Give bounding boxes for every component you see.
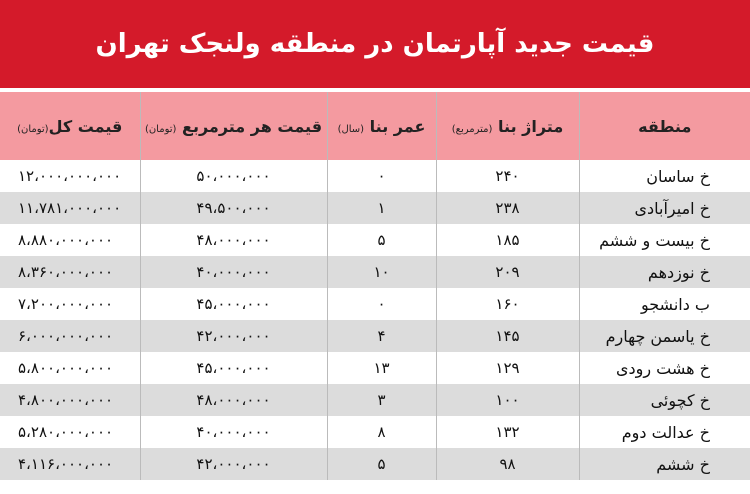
table-row: خ نوزدهم ۲۰۹ ۱۰ ۴۰،۰۰۰،۰۰۰ ۸،۳۶۰،۰۰۰،۰۰۰ xyxy=(0,256,750,288)
header-region: منطقه xyxy=(578,92,750,160)
region-cell: خ یاسمن چهارم xyxy=(578,320,750,352)
total-price-cell: ۵،۸۰۰،۰۰۰،۰۰۰ xyxy=(0,352,140,384)
price-per-m2-cell: ۴۰،۰۰۰،۰۰۰ xyxy=(139,416,327,448)
price-per-m2-cell: ۴۸،۰۰۰،۰۰۰ xyxy=(139,224,327,256)
table-row: خ امیرآبادی ۲۳۸ ۱ ۴۹،۵۰۰،۰۰۰ ۱۱،۷۸۱،۰۰۰،۰۰۰ xyxy=(0,192,750,224)
region-cell: خ کچوئی xyxy=(578,384,750,416)
region-cell: خ عدالت دوم xyxy=(578,416,750,448)
total-price-cell: ۱۱،۷۸۱،۰۰۰،۰۰۰ xyxy=(0,192,140,224)
area-cell: ۲۳۸ xyxy=(435,192,579,224)
age-cell: ۰ xyxy=(326,288,436,320)
total-price-cell: ۵،۲۸۰،۰۰۰،۰۰۰ xyxy=(0,416,140,448)
price-per-m2-cell: ۴۹،۵۰۰،۰۰۰ xyxy=(139,192,327,224)
header-price-per-m2: قیمت هر مترمربع (تومان) xyxy=(139,92,327,160)
total-price-cell: ۸،۸۸۰،۰۰۰،۰۰۰ xyxy=(0,224,140,256)
price-per-m2-cell: ۴۰،۰۰۰،۰۰۰ xyxy=(139,256,327,288)
price-table: منطقه متراژ بنا (مترمربع) عمر بنا (سال) … xyxy=(0,92,750,480)
area-cell: ۲۴۰ xyxy=(435,160,579,192)
title-bar: قیمت جدید آپارتمان در منطقه ولنجک تهران xyxy=(0,0,750,88)
table-row: خ عدالت دوم ۱۳۲ ۸ ۴۰،۰۰۰،۰۰۰ ۵،۲۸۰،۰۰۰،۰۰۰ xyxy=(0,416,750,448)
total-price-cell: ۶،۰۰۰،۰۰۰،۰۰۰ xyxy=(0,320,140,352)
price-per-m2-cell: ۴۲،۰۰۰،۰۰۰ xyxy=(139,320,327,352)
area-cell: ۹۸ xyxy=(435,448,579,480)
area-cell: ۲۰۹ xyxy=(435,256,579,288)
total-price-cell: ۴،۱۱۶،۰۰۰،۰۰۰ xyxy=(0,448,140,480)
header-age-unit: (سال) xyxy=(337,123,365,135)
header-total-unit: (تومان) xyxy=(17,123,49,135)
area-cell: ۱۲۹ xyxy=(435,352,579,384)
page-title: قیمت جدید آپارتمان در منطقه ولنجک تهران xyxy=(95,29,655,59)
table-row: ب دانشجو ۱۶۰ ۰ ۴۵،۰۰۰،۰۰۰ ۷،۲۰۰،۰۰۰،۰۰۰ xyxy=(0,288,750,320)
table-row: خ یاسمن چهارم ۱۴۵ ۴ ۴۲،۰۰۰،۰۰۰ ۶،۰۰۰،۰۰۰،۰۰۰ xyxy=(0,320,750,352)
header-area: متراژ بنا (مترمربع) xyxy=(435,92,579,160)
region-cell: خ ساسان xyxy=(578,160,750,192)
age-cell: ۸ xyxy=(326,416,436,448)
area-cell: ۱۰۰ xyxy=(435,384,579,416)
total-price-cell: ۸،۳۶۰،۰۰۰،۰۰۰ xyxy=(0,256,140,288)
age-cell: ۳ xyxy=(326,384,436,416)
age-cell: ۵ xyxy=(326,448,436,480)
price-per-m2-cell: ۵۰،۰۰۰،۰۰۰ xyxy=(139,160,327,192)
age-cell: ۰ xyxy=(326,160,436,192)
age-cell: ۱۰ xyxy=(326,256,436,288)
header-region-label: منطقه xyxy=(638,116,692,136)
header-price-label: قیمت هر مترمربع xyxy=(182,116,323,136)
table-row: خ بیست و ششم ۱۸۵ ۵ ۴۸،۰۰۰،۰۰۰ ۸،۸۸۰،۰۰۰،۰۰۰ xyxy=(0,224,750,256)
total-price-cell: ۴،۸۰۰،۰۰۰،۰۰۰ xyxy=(0,384,140,416)
header-price-unit: (تومان) xyxy=(144,123,177,135)
area-cell: ۱۳۲ xyxy=(435,416,579,448)
price-per-m2-cell: ۴۵،۰۰۰،۰۰۰ xyxy=(139,288,327,320)
age-cell: ۵ xyxy=(326,224,436,256)
area-cell: ۱۶۰ xyxy=(435,288,579,320)
header-total-label: قیمت کل xyxy=(48,116,123,136)
price-per-m2-cell: ۴۲،۰۰۰،۰۰۰ xyxy=(139,448,327,480)
area-cell: ۱۸۵ xyxy=(435,224,579,256)
region-cell: ب دانشجو xyxy=(578,288,750,320)
region-cell: خ هشت رودی xyxy=(578,352,750,384)
header-age-label: عمر بنا xyxy=(369,116,426,136)
header-area-unit: (مترمربع) xyxy=(451,123,493,135)
header-row: منطقه متراژ بنا (مترمربع) عمر بنا (سال) … xyxy=(0,92,750,160)
table-row: خ ششم ۹۸ ۵ ۴۲،۰۰۰،۰۰۰ ۴،۱۱۶،۰۰۰،۰۰۰ xyxy=(0,448,750,480)
total-price-cell: ۷،۲۰۰،۰۰۰،۰۰۰ xyxy=(0,288,140,320)
region-cell: خ امیرآبادی xyxy=(578,192,750,224)
price-per-m2-cell: ۴۸،۰۰۰،۰۰۰ xyxy=(139,384,327,416)
area-cell: ۱۴۵ xyxy=(435,320,579,352)
region-cell: خ بیست و ششم xyxy=(578,224,750,256)
header-total: قیمت کل(تومان) xyxy=(0,92,140,160)
age-cell: ۴ xyxy=(326,320,436,352)
header-area-label: متراژ بنا xyxy=(498,116,564,136)
table-row: خ ساسان ۲۴۰ ۰ ۵۰،۰۰۰،۰۰۰ ۱۲،۰۰۰،۰۰۰،۰۰۰ xyxy=(0,160,750,192)
total-price-cell: ۱۲،۰۰۰،۰۰۰،۰۰۰ xyxy=(0,160,140,192)
table-row: خ کچوئی ۱۰۰ ۳ ۴۸،۰۰۰،۰۰۰ ۴،۸۰۰،۰۰۰،۰۰۰ xyxy=(0,384,750,416)
region-cell: خ ششم xyxy=(578,448,750,480)
header-age: عمر بنا (سال) xyxy=(326,92,436,160)
age-cell: ۱۳ xyxy=(326,352,436,384)
price-per-m2-cell: ۴۵،۰۰۰،۰۰۰ xyxy=(139,352,327,384)
region-cell: خ نوزدهم xyxy=(578,256,750,288)
table-row: خ هشت رودی ۱۲۹ ۱۳ ۴۵،۰۰۰،۰۰۰ ۵،۸۰۰،۰۰۰،۰۰۰ xyxy=(0,352,750,384)
age-cell: ۱ xyxy=(326,192,436,224)
